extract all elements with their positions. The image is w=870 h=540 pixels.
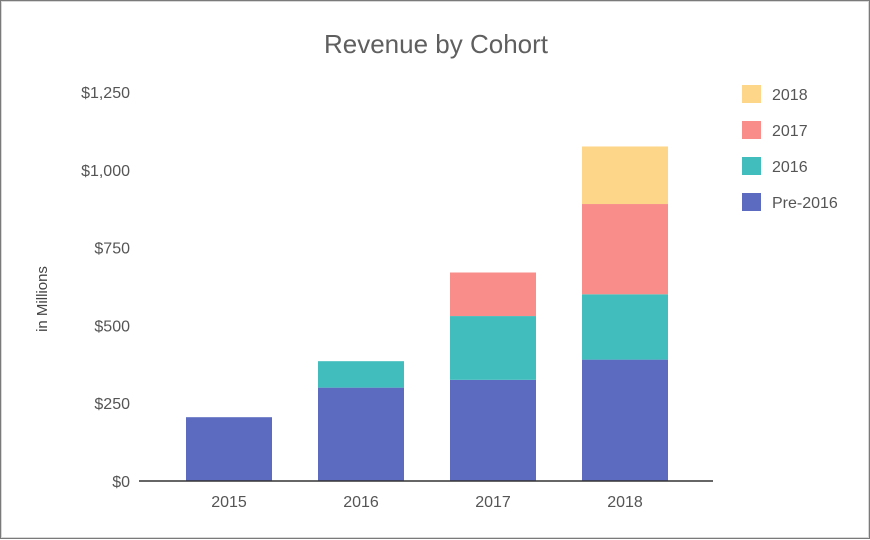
bar-pre-2016-2016	[318, 387, 404, 481]
bar-pre-2016-2015	[186, 417, 272, 481]
y-tick-label: $1,000	[81, 163, 130, 180]
bar-pre-2016-2017	[450, 379, 536, 481]
y-tick-label: $1,250	[81, 85, 130, 102]
legend-swatch	[742, 193, 761, 211]
legend-label: 2017	[772, 123, 808, 140]
x-tick-label: 2015	[211, 494, 247, 511]
bar-2016-2018	[582, 294, 668, 360]
legend-swatch	[742, 121, 761, 139]
y-tick-label: $250	[94, 396, 130, 413]
bar-2017-2017	[450, 272, 536, 317]
x-tick-label: 2016	[343, 494, 379, 511]
x-tick-label: 2017	[475, 494, 511, 511]
y-tick-label: $750	[94, 241, 130, 258]
bar-2016-2016	[318, 361, 404, 388]
bar-2016-2017	[450, 316, 536, 380]
legend-swatch	[742, 157, 761, 175]
y-tick-label: $500	[94, 318, 130, 335]
bar-2018-2018	[582, 146, 668, 205]
y-tick-label: $0	[112, 474, 130, 491]
legend-label: Pre-2016	[772, 195, 838, 212]
y-axis-label: in Millions	[34, 266, 51, 332]
bar-2017-2018	[582, 204, 668, 295]
chart-title: Revenue by Cohort	[323, 29, 549, 59]
legend-swatch	[742, 85, 761, 103]
bar-pre-2016-2018	[582, 359, 668, 481]
x-tick-label: 2018	[607, 494, 643, 511]
legend-label: 2018	[772, 87, 808, 104]
legend-label: 2016	[772, 159, 808, 176]
